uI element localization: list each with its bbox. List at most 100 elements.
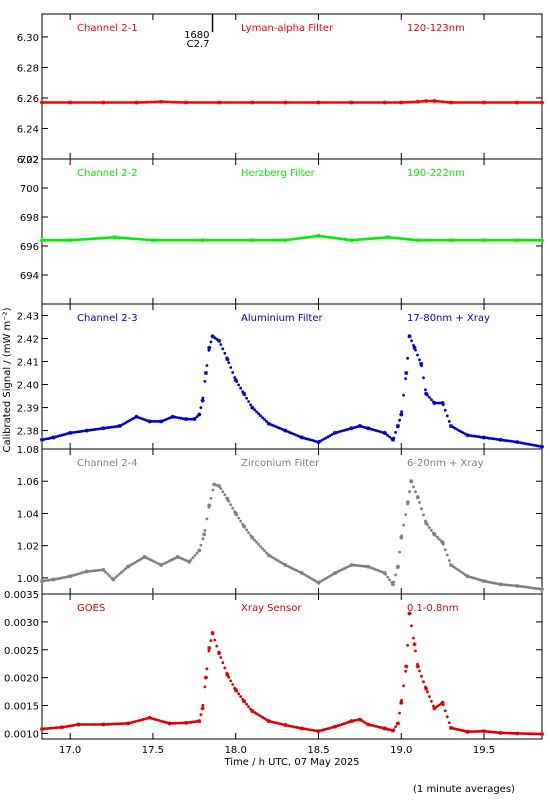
data-point [432, 400, 437, 405]
panel-filter-label: Herzberg Filter [241, 168, 316, 179]
data-point [84, 569, 89, 574]
series-trace-dot [161, 238, 165, 242]
series-trace-dot [130, 101, 133, 104]
series-trace-dot [110, 236, 113, 239]
panel-band-label: 0.1-0.8nm [407, 603, 459, 614]
data-point [498, 437, 503, 442]
series-trace-dot [86, 101, 90, 104]
series-trace-dot [398, 550, 401, 554]
series-trace-dot [507, 238, 511, 242]
series-trace-dot [149, 100, 153, 104]
series-trace-dot [225, 238, 229, 242]
series-trace-dot [253, 101, 256, 104]
series-trace-dot [265, 101, 268, 104]
series-trace-dot [183, 238, 187, 242]
series-trace-dot [438, 537, 441, 541]
series-trace-dot [501, 731, 505, 735]
series-trace-dot [56, 238, 60, 242]
series-trace-dot [410, 624, 413, 628]
series-trace-dot [66, 238, 70, 242]
series-trace-dot [120, 570, 123, 574]
series-trace-dot [271, 238, 274, 242]
series-trace-dot [410, 339, 413, 343]
series-trace-dot [428, 238, 431, 242]
series-trace-dot [537, 101, 541, 104]
series-trace-dot [374, 101, 378, 104]
series-trace-dot [513, 238, 517, 242]
series-trace-dot [410, 100, 413, 104]
data-point [407, 611, 412, 616]
series-trace-dot [503, 101, 507, 104]
series-trace-dot [388, 578, 392, 582]
panel-channel-label: Channel 2-1 [77, 23, 138, 34]
data-point [76, 722, 81, 727]
series-trace-dot [519, 238, 523, 242]
series-trace-dot [535, 238, 539, 242]
series-trace-dot [102, 236, 105, 240]
data-point [184, 417, 189, 422]
series-trace-dot [229, 238, 233, 242]
series-trace-dot [110, 101, 113, 104]
series-trace-dot [461, 101, 465, 104]
series-trace-dot [209, 340, 213, 344]
series-trace-dot [491, 101, 495, 104]
series-trace-dot [499, 101, 503, 104]
series-trace-dot [108, 574, 111, 578]
series-trace-dot [116, 574, 119, 578]
series-trace-dot [479, 729, 483, 733]
series-trace-dot [537, 732, 541, 736]
data-point [404, 664, 409, 669]
series-trace-dot [50, 726, 54, 730]
y-tick-label: 0.0035 [4, 590, 39, 601]
series-trace-dot [50, 238, 54, 242]
data-point [250, 535, 255, 540]
data-point [440, 540, 445, 545]
data-point [399, 700, 404, 705]
data-point [203, 371, 208, 376]
data-point [84, 428, 89, 433]
series-trace-dot [390, 236, 394, 240]
series-trace-dot [434, 238, 437, 242]
series-trace-dot [60, 101, 64, 104]
series-trace-dot [267, 101, 270, 104]
data-point [448, 100, 453, 105]
series-trace-dot [400, 410, 403, 414]
series-trace-dot [430, 398, 433, 402]
data-point [233, 377, 238, 382]
data-point [101, 426, 106, 431]
data-point [207, 345, 212, 350]
series-trace-dot [408, 490, 411, 494]
series-trace-dot [533, 238, 537, 242]
series-trace-dot [239, 519, 243, 523]
data-point [192, 417, 197, 422]
data-point [412, 642, 417, 647]
series-trace-dot [475, 238, 479, 242]
series-trace-dot [52, 238, 56, 242]
series-trace-dot [259, 545, 262, 548]
data-point [167, 721, 172, 726]
series-trace-dot [531, 101, 535, 104]
series-trace-dot [221, 661, 225, 665]
series-trace-dot [352, 101, 356, 104]
y-tick-label: 1.02 [17, 542, 39, 553]
data-point [299, 726, 304, 731]
series-trace-dot [104, 236, 107, 240]
series-trace-dot [420, 674, 423, 678]
y-tick-label: 696 [20, 242, 39, 253]
series-trace-dot [324, 101, 328, 104]
data-point [366, 564, 371, 569]
data-point [51, 435, 56, 440]
data-point [210, 631, 215, 636]
series-trace-dot [412, 485, 415, 489]
data-point [283, 100, 288, 105]
series-trace-dot [469, 730, 473, 733]
series-trace-dot [300, 101, 304, 104]
series-trace-dot [193, 101, 197, 104]
y-tick-label: 2.40 [17, 381, 39, 392]
data-point [415, 99, 420, 104]
series-trace-dot [74, 101, 78, 104]
y-tick-label: 694 [20, 271, 39, 282]
series-trace-dot [259, 238, 262, 242]
series-trace-dot [229, 503, 233, 507]
series-trace-dot [382, 236, 386, 240]
